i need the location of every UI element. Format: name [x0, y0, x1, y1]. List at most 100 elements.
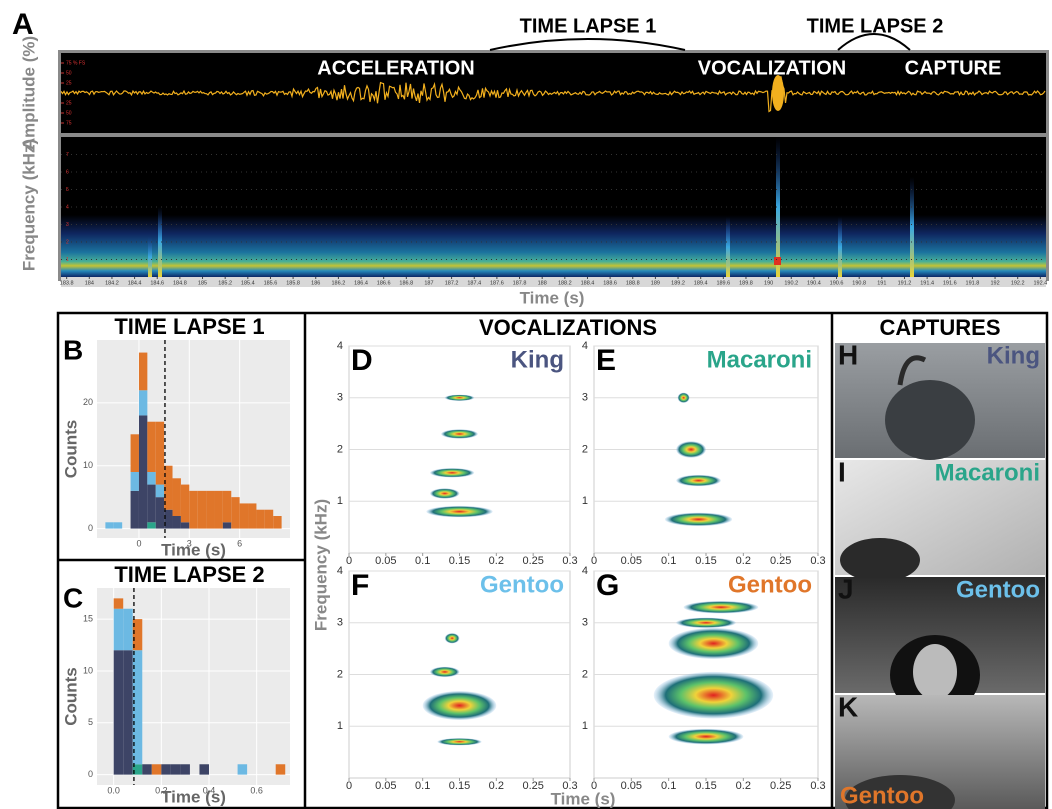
x-tick-label: 0.1 [415, 780, 430, 792]
x-tick-label: 190 [764, 280, 773, 286]
spectrogram-streak [838, 217, 842, 277]
photo-shape [897, 355, 927, 386]
x-tick-label: 184 [85, 280, 94, 286]
photo-shape [913, 644, 957, 700]
bar [123, 650, 133, 775]
y-tick-label: 2 [582, 668, 588, 680]
x-tick-label: 0.15 [449, 780, 470, 792]
y-tick-label: 5 [66, 187, 69, 193]
x-tick-label: 187 [424, 280, 433, 286]
y-tick-label: 4 [337, 340, 343, 352]
bar [130, 434, 139, 472]
y-tick-label: 3 [582, 617, 588, 629]
x-tick-label: 188.4 [581, 280, 595, 286]
y-tick-label: 15 [83, 613, 93, 623]
spectrogram-blob [437, 738, 482, 746]
bar [172, 478, 181, 516]
x-tick-label: 0.1 [415, 555, 430, 567]
species-label: Macaroni [707, 346, 812, 373]
x-tick-label: 188.8 [626, 280, 640, 286]
x-tick-label: 6 [237, 538, 242, 548]
bar [172, 516, 181, 529]
bar [147, 472, 156, 485]
x-tick-label: 187.4 [467, 280, 481, 286]
panel-letter: F [351, 569, 369, 602]
x-tick-label: 0.15 [695, 555, 716, 567]
y-tick-label: 2 [582, 443, 588, 455]
x-tick-label: 191.8 [966, 280, 980, 286]
x-tick-label: 191.2 [898, 280, 912, 286]
y-tick-label: 10 [83, 460, 93, 470]
bar [197, 490, 207, 529]
x-tick-label: 0.25 [770, 555, 791, 567]
amp-tick-label: 50 [66, 110, 72, 116]
spectrogram-blob [653, 671, 774, 719]
y-tick-label: 2 [337, 443, 343, 455]
x-tick-label: 186.2 [332, 280, 346, 286]
y-tick-label: 1 [66, 257, 69, 263]
x-tick-label: 0.6 [250, 785, 263, 795]
x-tick-label: 0.05 [621, 555, 642, 567]
x-tick-label: 192.2 [1011, 280, 1025, 286]
y-tick-label: 0 [88, 769, 93, 779]
spectrogram-blob [430, 488, 460, 499]
spectrogram-blob [677, 392, 690, 403]
x-tick-label: 184.6 [150, 280, 164, 286]
x-tick-label: 0.3 [810, 555, 825, 567]
x-tick-label: 184.4 [128, 280, 142, 286]
x-tick-label: 0.4 [203, 785, 216, 795]
bar [155, 497, 165, 529]
y-tick-label: 1 [582, 720, 588, 732]
bar [151, 764, 162, 775]
panel-letter: A [12, 8, 34, 41]
species-label: Gentoo [840, 782, 924, 809]
bar [237, 764, 248, 775]
y-tick-label: 1 [337, 495, 343, 507]
spectrogram-blob [444, 394, 475, 401]
x-tick-label: 0.2 [489, 780, 504, 792]
x-tick-label: 185.8 [286, 280, 300, 286]
spectrogram-blob [676, 441, 706, 458]
species-label: King [511, 346, 564, 373]
x-tick-label: 191.6 [943, 280, 957, 286]
y-tick-label: 2 [66, 239, 69, 245]
x-tick-label: 0.3 [562, 555, 577, 567]
y-tick-label: 20 [83, 397, 93, 407]
x-tick-label: 187.8 [513, 280, 527, 286]
section-title: CAPTURES [879, 315, 1000, 340]
x-tick-label: 0.25 [770, 780, 791, 792]
annotation: CAPTURE [905, 57, 1002, 79]
spectrogram-blob [676, 617, 736, 628]
bar [256, 509, 265, 529]
bar [113, 522, 123, 529]
annotation: TIME LAPSE 1 [520, 15, 657, 37]
x-tick-label: 191.4 [920, 280, 934, 286]
bar [155, 421, 165, 485]
bar [130, 490, 139, 529]
x-tick-label: 0 [591, 555, 597, 567]
amp-tick-label: 50 [66, 70, 72, 76]
spectrogram-streak [776, 137, 780, 277]
spectrogram-streak [910, 177, 914, 277]
panel-letter: H [838, 339, 858, 370]
bar [170, 764, 181, 775]
species-label: Gentoo [728, 571, 812, 598]
bar [155, 484, 165, 498]
x-tick-label: 0 [346, 555, 352, 567]
y-axis-title: Frequency (kHz) [311, 499, 330, 631]
x-tick-label: 0 [591, 780, 597, 792]
x-tick-label: 0.15 [695, 780, 716, 792]
photo-shape [845, 775, 955, 809]
amp-tick-label: 75 % FS [66, 60, 86, 66]
bar [138, 390, 148, 416]
x-tick-label: 190.2 [784, 280, 798, 286]
y-tick-label: 4 [337, 565, 343, 577]
bar [105, 522, 114, 529]
spectrogram-blob [676, 474, 721, 487]
species-label: Macaroni [935, 459, 1040, 486]
x-tick-label: 0.1 [661, 555, 676, 567]
x-tick-label: 0.0 [107, 785, 120, 795]
species-label: Gentoo [956, 576, 1040, 603]
